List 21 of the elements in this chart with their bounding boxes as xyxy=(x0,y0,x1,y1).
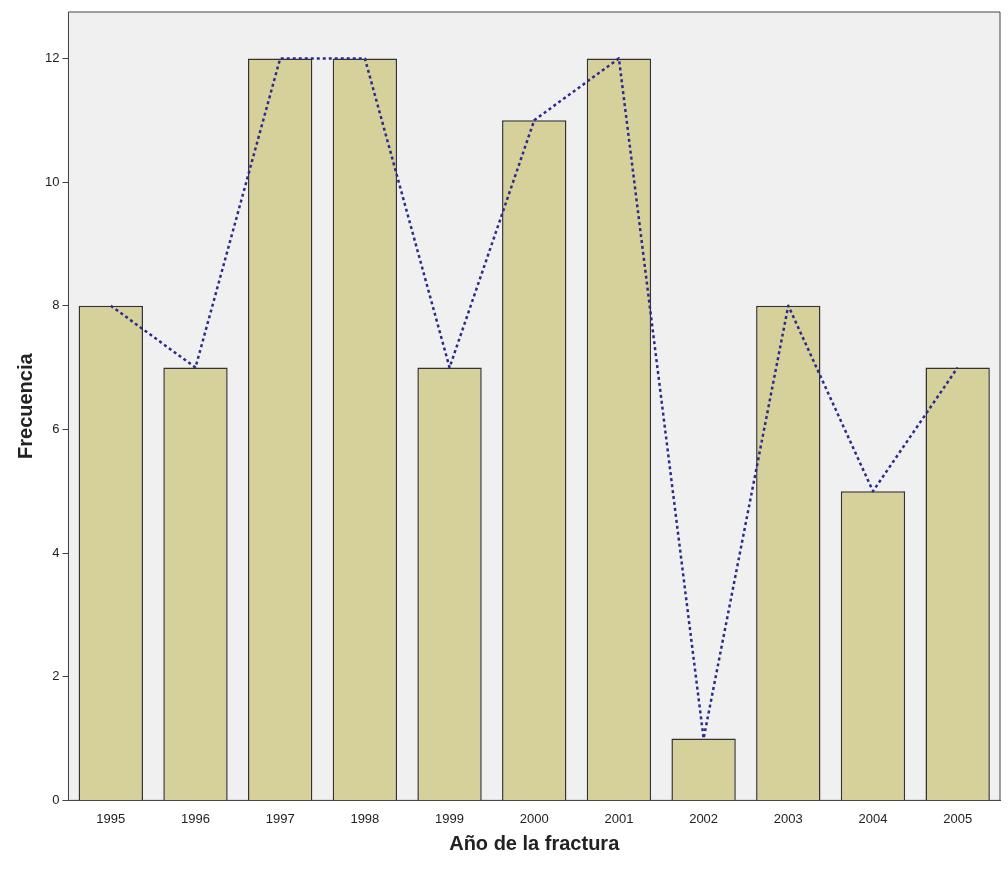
x-tick-label: 2000 xyxy=(519,810,549,826)
y-tick-label: 8 xyxy=(52,297,60,313)
y-tick-label: 12 xyxy=(44,49,60,65)
y-tick-label: 2 xyxy=(52,668,60,684)
x-axis-title: Año de la fractura xyxy=(449,831,621,854)
y-tick-label: 10 xyxy=(44,173,60,189)
x-tick-label: 1998 xyxy=(350,810,380,826)
x-tick-label: 2001 xyxy=(604,810,634,826)
y-tick-label: 6 xyxy=(52,420,60,436)
x-tick-label: 1995 xyxy=(96,810,126,826)
x-tick-label: 2003 xyxy=(773,810,803,826)
x-tick-label: 2002 xyxy=(689,810,719,826)
line-series xyxy=(109,57,959,740)
x-tick-label: 1999 xyxy=(435,810,465,826)
y-tick-label: 0 xyxy=(52,791,60,807)
x-tick-label: 2004 xyxy=(858,810,888,826)
y-axis-title: Frecuencia xyxy=(13,352,36,459)
x-tick-label: 2005 xyxy=(943,810,973,826)
y-tick-label: 4 xyxy=(52,544,60,560)
x-tick-label: 1996 xyxy=(181,810,210,826)
x-tick-label: 1997 xyxy=(265,810,295,826)
